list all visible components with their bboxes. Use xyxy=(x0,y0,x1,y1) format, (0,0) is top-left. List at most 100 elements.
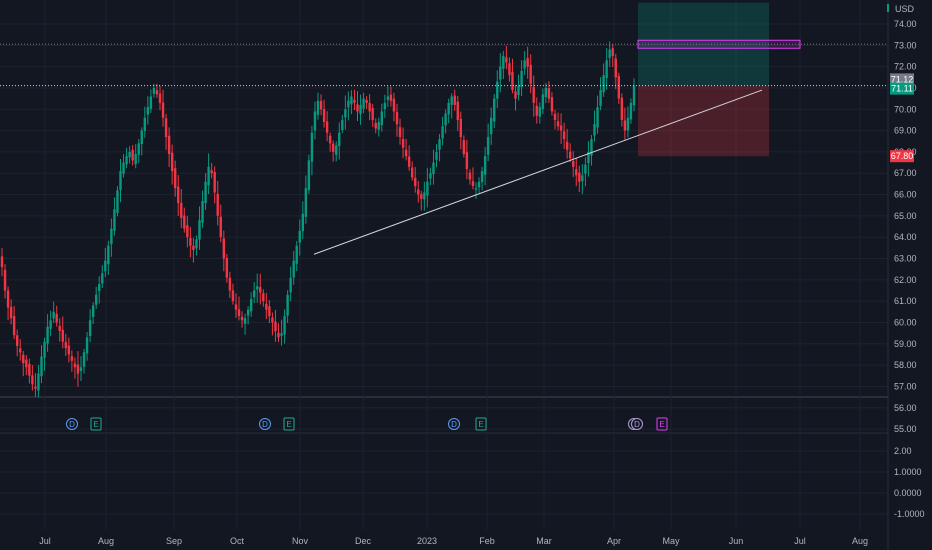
candle-body xyxy=(101,273,104,284)
price-tag xyxy=(890,73,914,86)
candle-body xyxy=(596,107,599,128)
candle-body xyxy=(374,123,377,129)
candle-body xyxy=(477,181,481,188)
candle-body xyxy=(216,193,219,216)
candle-body xyxy=(28,363,31,376)
candle-body xyxy=(128,151,131,158)
candle-body xyxy=(420,194,423,199)
candle-body xyxy=(55,313,58,323)
candle-body xyxy=(547,88,551,99)
candle-body xyxy=(170,152,174,172)
time-tick-label: Nov xyxy=(292,536,309,546)
candle-body xyxy=(122,162,125,174)
earnings-marker xyxy=(90,417,102,431)
time-tick-label: Jul xyxy=(39,536,51,546)
candle-body xyxy=(137,143,140,155)
event-markers[interactable]: DEDEDEDDE xyxy=(66,417,668,431)
candle-body xyxy=(85,337,89,354)
candle-body xyxy=(104,260,107,272)
candle-body xyxy=(186,225,189,238)
candle-body xyxy=(286,294,289,316)
dividend-marker xyxy=(448,418,460,430)
earnings-marker-label: E xyxy=(93,420,98,429)
highlight-box xyxy=(637,39,801,49)
oscillator-axis[interactable]: 2.00 1.0000 0.0000 -1.0000 xyxy=(894,446,925,519)
candle-body xyxy=(590,139,593,156)
dividend-marker xyxy=(631,418,643,430)
price-tag-label: 67.80 xyxy=(891,151,914,161)
candle-body xyxy=(550,97,554,112)
candle-body xyxy=(173,168,177,189)
oscillator-tick-label: 1.0000 xyxy=(894,467,922,477)
candle-body xyxy=(164,118,168,137)
candle-body xyxy=(459,118,463,137)
price-tick-label: 66.00 xyxy=(894,190,917,200)
candle-body xyxy=(319,100,323,110)
price-tick-label: 67.00 xyxy=(894,168,917,178)
price-tag-label: 71.12 xyxy=(891,74,914,84)
oscillator-tick-label: 0.0000 xyxy=(894,488,922,498)
candle-body xyxy=(289,277,292,293)
candle-body xyxy=(556,121,560,127)
candle-body xyxy=(131,149,134,161)
candle-body xyxy=(301,213,305,232)
candle-body xyxy=(347,100,350,108)
candle-body xyxy=(177,186,180,204)
price-tick-label: 55.00 xyxy=(894,424,917,434)
candle-body xyxy=(274,321,277,332)
candle-body xyxy=(468,172,472,180)
candle-body xyxy=(22,354,25,363)
drawings[interactable] xyxy=(0,43,888,255)
candle-body xyxy=(410,167,414,178)
candle-body xyxy=(380,111,384,126)
oscillator-tick-label: -1.0000 xyxy=(894,509,925,519)
earnings-marker-label: E xyxy=(286,420,291,429)
price-tick-label: 72.00 xyxy=(894,62,917,72)
time-tick-label: Aug xyxy=(852,536,868,546)
candle-body xyxy=(155,90,159,95)
candle-body xyxy=(161,102,165,118)
price-tick-label: 63.00 xyxy=(894,254,917,264)
time-tick-label: Apr xyxy=(607,536,621,546)
position-zones[interactable] xyxy=(637,2,801,157)
candle-body xyxy=(98,284,101,292)
candle-body xyxy=(581,175,584,182)
candle-body xyxy=(277,332,280,338)
candle-body xyxy=(70,356,74,361)
time-tick-label: 2023 xyxy=(417,536,437,546)
candle-body xyxy=(438,139,441,150)
time-axis[interactable]: Jul Aug Sep Oct Nov Dec 2023 Feb Mar Apr May Jun Jul… xyxy=(39,536,868,546)
candle-body xyxy=(523,60,526,69)
candle-body xyxy=(149,96,153,109)
candle-body xyxy=(316,100,320,115)
candle-body xyxy=(9,306,13,319)
candle-body xyxy=(614,58,617,78)
candle-body xyxy=(335,145,338,155)
candle-body xyxy=(541,94,545,110)
trendline xyxy=(313,89,763,255)
oscillator-tick-label: 2.00 xyxy=(894,446,912,456)
candle-body xyxy=(325,121,329,133)
candle-body xyxy=(116,190,119,213)
candle-body xyxy=(532,87,535,103)
candle-body xyxy=(350,96,353,105)
price-tick-label: 70.00 xyxy=(894,104,917,114)
time-tick-label: May xyxy=(662,536,680,546)
candle-body xyxy=(331,143,335,152)
dividend-marker xyxy=(66,418,78,430)
candle-body xyxy=(441,126,444,139)
candle-body xyxy=(259,287,262,293)
candle-body xyxy=(544,87,548,97)
price-tick-label: 65.00 xyxy=(894,211,917,221)
candle-body xyxy=(234,304,238,310)
candle-body xyxy=(82,352,86,367)
time-tick-label: Jul xyxy=(794,536,806,546)
candle-body xyxy=(447,102,450,115)
candle-body xyxy=(529,64,532,84)
candle-body xyxy=(40,356,43,377)
candle-body xyxy=(304,188,308,217)
candle-body xyxy=(584,164,587,174)
candle-body xyxy=(195,239,198,249)
